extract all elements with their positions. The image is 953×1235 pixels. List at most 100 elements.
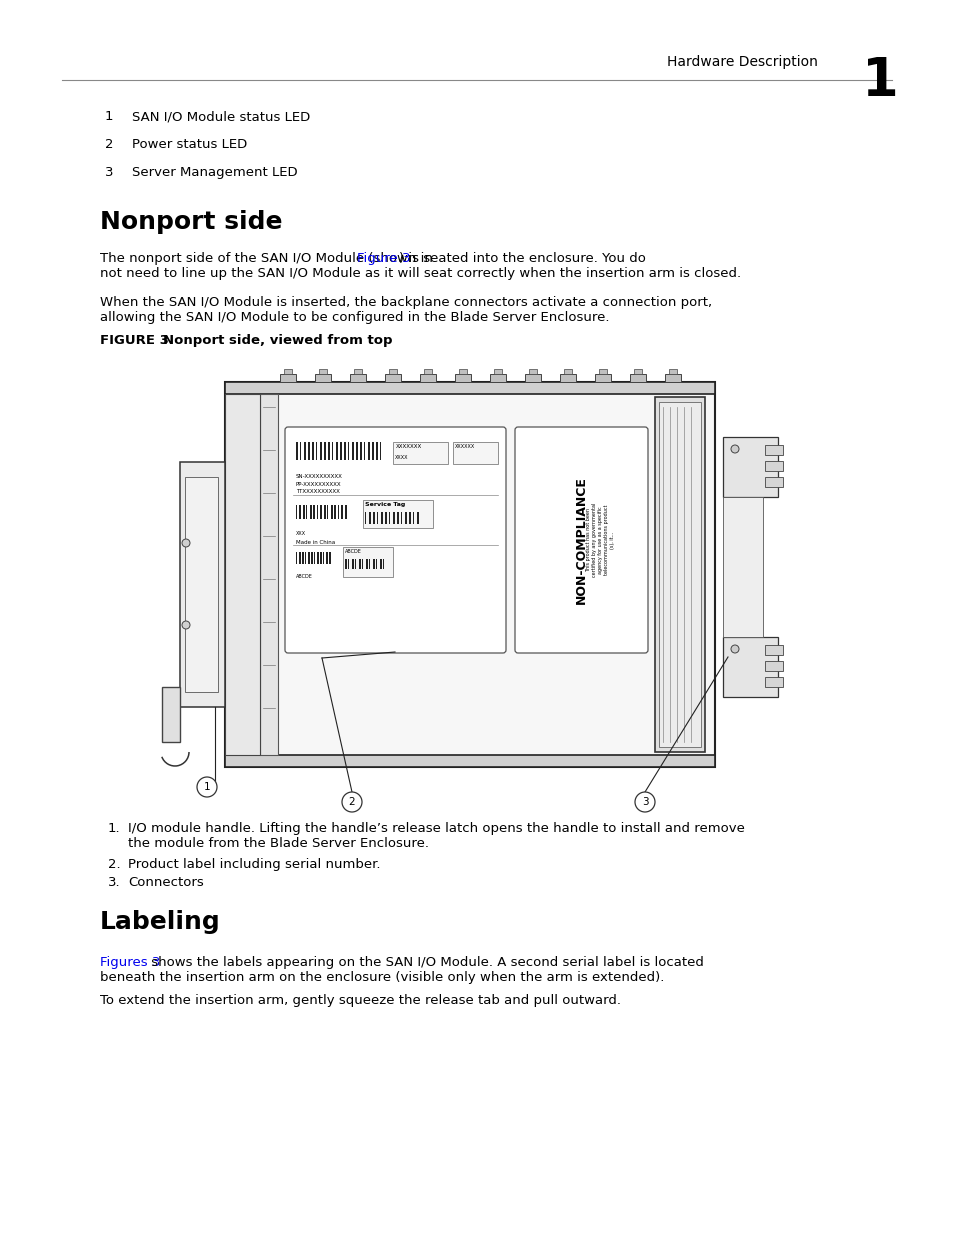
- Text: ) is seated into the enclosure. You do: ) is seated into the enclosure. You do: [399, 252, 645, 266]
- FancyBboxPatch shape: [285, 427, 505, 653]
- Bar: [389, 513, 390, 524]
- Bar: [326, 552, 328, 564]
- Bar: [423, 369, 432, 374]
- Bar: [341, 505, 343, 519]
- Bar: [306, 505, 307, 519]
- Bar: [348, 442, 349, 459]
- Bar: [284, 369, 292, 374]
- Bar: [764, 477, 782, 487]
- Text: 2: 2: [349, 797, 355, 806]
- Bar: [185, 477, 218, 692]
- Text: Labeling: Labeling: [100, 910, 220, 934]
- Text: 1: 1: [862, 56, 898, 107]
- Bar: [299, 505, 301, 519]
- Bar: [180, 462, 225, 706]
- Text: Connectors: Connectors: [128, 876, 204, 889]
- Bar: [280, 374, 295, 382]
- Text: When the SAN I/O Module is inserted, the backplane connectors activate a connect: When the SAN I/O Module is inserted, the…: [100, 296, 711, 309]
- Bar: [405, 513, 407, 524]
- Bar: [299, 442, 301, 459]
- Bar: [413, 513, 414, 524]
- Text: not need to line up the SAN I/O Module as it will seat correctly when the insert: not need to line up the SAN I/O Module a…: [100, 267, 740, 280]
- Bar: [311, 552, 313, 564]
- FancyBboxPatch shape: [515, 427, 647, 653]
- Text: Hardware Description: Hardware Description: [666, 56, 817, 69]
- Bar: [409, 513, 411, 524]
- Bar: [389, 369, 396, 374]
- Text: Made in China: Made in China: [295, 540, 335, 545]
- Text: Power status LED: Power status LED: [132, 138, 247, 151]
- Bar: [400, 513, 401, 524]
- Text: shows the labels appearing on the SAN I/O Module. A second serial label is locat: shows the labels appearing on the SAN I/…: [147, 956, 703, 969]
- Text: allowing the SAN I/O Module to be configured in the Blade Server Enclosure.: allowing the SAN I/O Module to be config…: [100, 311, 609, 324]
- Text: the module from the Blade Server Enclosure.: the module from the Blade Server Enclosu…: [128, 837, 429, 850]
- Circle shape: [182, 621, 190, 629]
- Bar: [524, 374, 540, 382]
- Bar: [458, 369, 467, 374]
- Bar: [162, 687, 180, 742]
- Circle shape: [635, 792, 655, 811]
- Bar: [634, 369, 641, 374]
- Bar: [225, 382, 714, 394]
- Bar: [372, 442, 374, 459]
- Text: SAN I/O Module status LED: SAN I/O Module status LED: [132, 110, 310, 124]
- Bar: [722, 637, 778, 697]
- Circle shape: [730, 445, 739, 453]
- Bar: [376, 559, 377, 569]
- Bar: [379, 559, 381, 569]
- Text: 3.: 3.: [108, 876, 120, 889]
- Bar: [764, 461, 782, 471]
- Bar: [764, 677, 782, 687]
- Bar: [355, 442, 357, 459]
- Bar: [598, 369, 606, 374]
- Bar: [358, 559, 360, 569]
- Bar: [490, 374, 505, 382]
- Bar: [655, 396, 704, 752]
- Bar: [368, 442, 370, 459]
- Text: Server Management LED: Server Management LED: [132, 165, 297, 179]
- Bar: [563, 369, 572, 374]
- Bar: [319, 552, 322, 564]
- Bar: [359, 442, 361, 459]
- Bar: [319, 442, 322, 459]
- Bar: [379, 442, 380, 459]
- Bar: [764, 445, 782, 454]
- Text: TTXXXXXXXXXX: TTXXXXXXXXXX: [295, 489, 339, 494]
- Bar: [323, 552, 324, 564]
- Text: 1.: 1.: [108, 823, 120, 835]
- Bar: [375, 442, 377, 459]
- Circle shape: [182, 538, 190, 547]
- Bar: [332, 442, 333, 459]
- Bar: [320, 505, 322, 519]
- Bar: [668, 369, 677, 374]
- Bar: [335, 505, 336, 519]
- Bar: [335, 442, 337, 459]
- Bar: [302, 552, 304, 564]
- Text: This product has not been
certified by any governmental
agency for use as a spec: This product has not been certified by a…: [586, 503, 614, 577]
- Bar: [455, 374, 471, 382]
- Bar: [369, 559, 370, 569]
- Bar: [595, 374, 610, 382]
- Bar: [629, 374, 645, 382]
- Bar: [419, 374, 436, 382]
- Bar: [664, 374, 680, 382]
- Bar: [385, 513, 387, 524]
- Bar: [331, 505, 333, 519]
- Bar: [396, 513, 398, 524]
- Text: The nonport side of the SAN I/O Module (shown in: The nonport side of the SAN I/O Module (…: [100, 252, 436, 266]
- Text: 3: 3: [105, 165, 113, 179]
- Bar: [295, 505, 296, 519]
- Bar: [383, 559, 384, 569]
- Bar: [329, 552, 331, 564]
- Bar: [314, 374, 331, 382]
- Bar: [380, 513, 382, 524]
- Circle shape: [730, 645, 739, 653]
- Bar: [305, 552, 306, 564]
- Bar: [529, 369, 537, 374]
- Text: 1: 1: [204, 782, 210, 792]
- Bar: [225, 394, 260, 755]
- Bar: [308, 552, 310, 564]
- Bar: [225, 755, 714, 767]
- Bar: [308, 442, 310, 459]
- Text: Nonport side: Nonport side: [100, 210, 282, 233]
